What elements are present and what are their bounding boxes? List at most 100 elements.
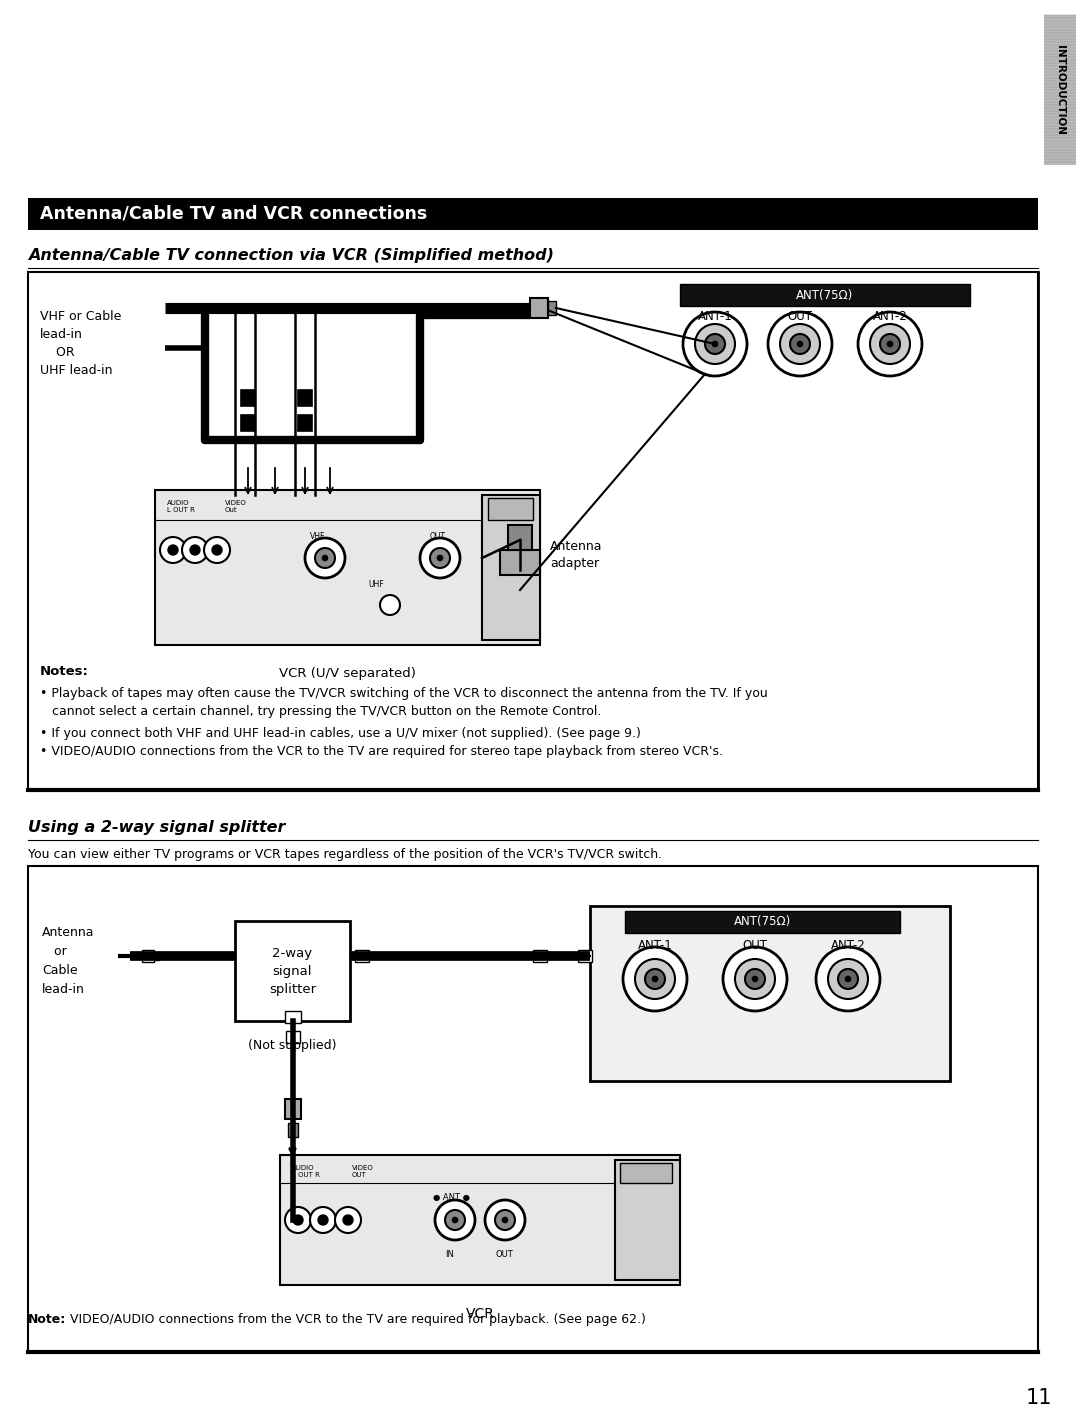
- Circle shape: [696, 324, 735, 364]
- Circle shape: [420, 537, 460, 578]
- FancyBboxPatch shape: [508, 525, 532, 550]
- Circle shape: [168, 545, 178, 554]
- Circle shape: [335, 1207, 361, 1233]
- Circle shape: [816, 947, 880, 1012]
- Text: IN: IN: [445, 1249, 454, 1259]
- FancyBboxPatch shape: [284, 1012, 300, 1023]
- FancyBboxPatch shape: [680, 284, 970, 305]
- FancyBboxPatch shape: [241, 415, 255, 431]
- Text: VHF or Cable
lead-in
    OR
UHF lead-in: VHF or Cable lead-in OR UHF lead-in: [40, 310, 121, 377]
- FancyBboxPatch shape: [28, 865, 1038, 1352]
- Circle shape: [495, 1210, 515, 1230]
- Text: ANT-2: ANT-2: [873, 310, 907, 324]
- Text: ANT-1: ANT-1: [637, 938, 673, 953]
- Text: 2-way
signal
splitter: 2-way signal splitter: [269, 947, 316, 996]
- Circle shape: [723, 947, 787, 1012]
- FancyBboxPatch shape: [625, 910, 900, 933]
- Text: VCR (U/V separated): VCR (U/V separated): [279, 667, 416, 680]
- Text: cannot select a certain channel, try pressing the TV/VCR button on the Remote Co: cannot select a certain channel, try pre…: [40, 705, 602, 718]
- FancyBboxPatch shape: [28, 272, 1038, 789]
- Circle shape: [752, 976, 758, 982]
- Circle shape: [502, 1217, 508, 1223]
- Circle shape: [712, 340, 718, 348]
- Circle shape: [683, 312, 747, 376]
- Text: VIDEO
Out: VIDEO Out: [225, 499, 246, 514]
- Circle shape: [322, 554, 328, 561]
- Circle shape: [204, 537, 230, 563]
- Circle shape: [453, 1217, 458, 1223]
- FancyBboxPatch shape: [355, 950, 369, 962]
- Circle shape: [735, 960, 775, 999]
- Circle shape: [305, 537, 345, 578]
- Circle shape: [183, 537, 208, 563]
- Text: (Not supplied): (Not supplied): [248, 1038, 337, 1052]
- Text: VHF: VHF: [310, 532, 325, 542]
- Circle shape: [780, 324, 820, 364]
- FancyBboxPatch shape: [28, 198, 1038, 229]
- FancyBboxPatch shape: [488, 498, 534, 521]
- FancyBboxPatch shape: [298, 390, 312, 407]
- Circle shape: [285, 1207, 311, 1233]
- Circle shape: [212, 545, 222, 554]
- Text: You can view either TV programs or VCR tapes regardless of the position of the V: You can view either TV programs or VCR t…: [28, 848, 662, 861]
- FancyBboxPatch shape: [298, 415, 312, 431]
- FancyBboxPatch shape: [241, 390, 255, 407]
- Circle shape: [645, 969, 665, 989]
- Text: ● ANT ●: ● ANT ●: [433, 1193, 470, 1202]
- Circle shape: [635, 960, 675, 999]
- Text: OUT: OUT: [430, 532, 446, 542]
- Circle shape: [190, 545, 200, 554]
- Circle shape: [797, 340, 804, 348]
- Circle shape: [160, 537, 186, 563]
- Text: Notes:: Notes:: [40, 666, 89, 678]
- FancyBboxPatch shape: [620, 1164, 672, 1183]
- Circle shape: [838, 969, 858, 989]
- Circle shape: [310, 1207, 336, 1233]
- FancyBboxPatch shape: [235, 922, 350, 1021]
- Text: UHF: UHF: [368, 580, 383, 590]
- Circle shape: [623, 947, 687, 1012]
- Text: VIDEO
OUT: VIDEO OUT: [352, 1165, 374, 1178]
- FancyBboxPatch shape: [284, 1099, 300, 1119]
- FancyBboxPatch shape: [534, 950, 546, 962]
- Text: OUT: OUT: [787, 310, 812, 324]
- Circle shape: [445, 1210, 465, 1230]
- Text: • Playback of tapes may often cause the TV/VCR switching of the VCR to disconnec: • Playback of tapes may often cause the …: [40, 687, 768, 701]
- FancyBboxPatch shape: [578, 950, 592, 962]
- Circle shape: [293, 1216, 303, 1225]
- Text: Note:: Note:: [28, 1313, 66, 1325]
- Circle shape: [315, 547, 335, 568]
- Circle shape: [380, 595, 400, 615]
- Circle shape: [880, 333, 900, 355]
- Text: • If you connect both VHF and UHF lead-in cables, use a U/V mixer (not supplied): • If you connect both VHF and UHF lead-i…: [40, 727, 640, 740]
- FancyBboxPatch shape: [1044, 15, 1076, 165]
- Circle shape: [430, 547, 450, 568]
- Text: OUT: OUT: [495, 1249, 513, 1259]
- Circle shape: [318, 1216, 328, 1225]
- FancyBboxPatch shape: [482, 495, 540, 640]
- Text: VIDEO/AUDIO connections from the VCR to the TV are required for playback. (See p: VIDEO/AUDIO connections from the VCR to …: [66, 1313, 646, 1325]
- FancyBboxPatch shape: [280, 1155, 680, 1285]
- Text: AUDIO
L OUT R: AUDIO L OUT R: [167, 499, 194, 514]
- Text: ANT-1: ANT-1: [698, 310, 732, 324]
- FancyBboxPatch shape: [500, 550, 540, 575]
- Text: VCR: VCR: [465, 1307, 495, 1321]
- Circle shape: [745, 969, 765, 989]
- Text: AUDIO
L OUT R: AUDIO L OUT R: [292, 1165, 320, 1178]
- Circle shape: [887, 340, 893, 348]
- Circle shape: [437, 554, 443, 561]
- Circle shape: [789, 333, 810, 355]
- Text: • VIDEO/AUDIO connections from the VCR to the TV are required for stereo tape pl: • VIDEO/AUDIO connections from the VCR t…: [40, 744, 723, 758]
- Text: ANT(75Ω): ANT(75Ω): [796, 288, 853, 301]
- Text: 11: 11: [1026, 1387, 1052, 1407]
- Text: Antenna
   or
Cable
lead-in: Antenna or Cable lead-in: [42, 926, 95, 996]
- Text: Antenna/Cable TV connection via VCR (Simplified method): Antenna/Cable TV connection via VCR (Sim…: [28, 248, 554, 263]
- Text: Antenna/Cable TV and VCR connections: Antenna/Cable TV and VCR connections: [40, 205, 428, 222]
- Text: Antenna
adapter: Antenna adapter: [550, 540, 603, 570]
- Circle shape: [845, 976, 851, 982]
- Text: ANT(75Ω): ANT(75Ω): [734, 916, 792, 929]
- Circle shape: [828, 960, 868, 999]
- Text: INTRODUCTION: INTRODUCTION: [1055, 45, 1065, 135]
- Text: Using a 2-way signal splitter: Using a 2-way signal splitter: [28, 820, 285, 834]
- FancyBboxPatch shape: [590, 906, 950, 1081]
